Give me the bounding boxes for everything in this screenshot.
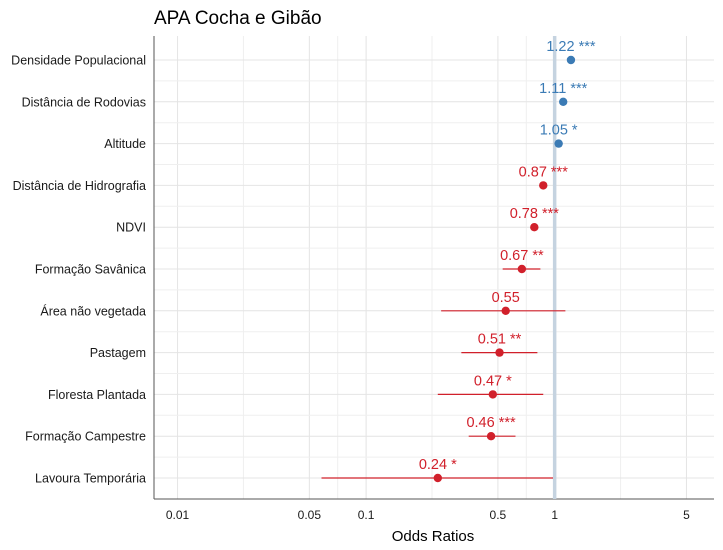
odds-ratio-point	[433, 473, 442, 483]
odds-ratio-point	[539, 181, 548, 190]
y-category-label: Floresta Plantada	[48, 388, 146, 402]
data-label: 1.22 ***	[546, 39, 596, 55]
data-label: 0.67 **	[500, 248, 544, 264]
odds-ratio-point	[495, 348, 504, 357]
x-tick-label: 1	[551, 508, 558, 522]
y-category-label: Distância de Rodovias	[22, 95, 146, 109]
data-label: 1.11 ***	[539, 81, 587, 97]
y-category-label: Altitude	[104, 137, 146, 151]
data-marks: 1.22 *** 1.11 *** 1.05 * 0.87 *** 0.78 *** 0.…	[321, 39, 596, 483]
data-label: 0.47 *	[474, 373, 512, 389]
grid	[154, 36, 714, 499]
x-tick-label: 0.05	[298, 508, 322, 522]
y-category-label: Pastagem	[90, 346, 146, 360]
data-label: 0.46 ***	[466, 415, 516, 431]
y-category-label: Formação Campestre	[25, 430, 146, 444]
data-label: 0.51 **	[478, 332, 522, 348]
y-category-label: Lavoura Temporária	[35, 472, 146, 486]
x-tick-label: 0.5	[490, 508, 507, 522]
odds-ratio-point	[486, 432, 496, 441]
x-tick-label: 5	[683, 508, 690, 522]
data-label: 0.78 ***	[510, 206, 560, 222]
odds-ratio-point	[517, 264, 527, 274]
y-category-label: Formação Savânica	[35, 263, 146, 277]
y-category-label: Distância de Hidrografia	[13, 179, 146, 193]
odds-ratio-point	[566, 55, 576, 65]
y-category-label: Área não vegetada	[40, 303, 146, 318]
data-label: 0.87 ***	[519, 164, 569, 180]
odds-ratio-point	[488, 390, 498, 399]
x-axis-label: Odds Ratios	[392, 528, 475, 545]
data-label: 0.24 *	[419, 457, 457, 473]
y-category-label: NDVI	[116, 221, 146, 235]
y-category-label: Densidade Populacional	[11, 54, 146, 68]
odds-ratio-point	[559, 97, 568, 107]
data-label: 1.05 *	[540, 123, 578, 139]
odds-ratio-point	[554, 139, 563, 148]
x-tick-label: 0.1	[358, 508, 375, 522]
x-tick-label: 0.01	[166, 508, 190, 522]
odds-ratio-point	[530, 223, 539, 232]
data-label: 0.55	[492, 290, 520, 306]
odds-ratio-point	[501, 306, 510, 315]
axes: 0.01 0.05 0.1 0.5 1 5 Densidade Populacional Di…	[11, 36, 714, 522]
chart-title: APA Cocha e Gibão	[154, 8, 322, 29]
